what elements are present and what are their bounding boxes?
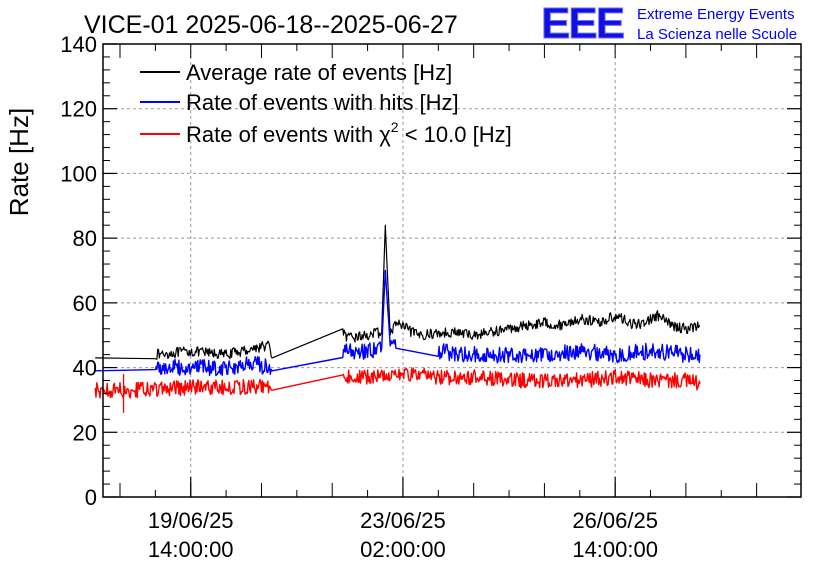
eee-logo: EEE Extreme Energy Events La Scienza nel…: [541, 0, 798, 49]
series-line-1: [95, 269, 701, 377]
y-tick-label: 80: [73, 226, 97, 251]
x-tick-label-date: 26/06/25: [572, 508, 658, 533]
series-line-0: [95, 224, 701, 360]
chart-title: VICE-01 2025-06-18--2025-06-27: [84, 11, 458, 39]
y-tick-label: 60: [73, 291, 97, 316]
y-tick-label: 100: [60, 161, 97, 186]
plot-frame: [102, 43, 802, 498]
series-lines: [94, 224, 701, 413]
eee-logo-mark: EEE: [541, 0, 624, 48]
legend-label-hits: Rate of events with hits [Hz]: [186, 90, 459, 115]
x-tick-label-time: 14:00:00: [148, 537, 234, 562]
legend-label-average: Average rate of events [Hz]: [186, 60, 452, 85]
legend: Average rate of events [Hz] Rate of even…: [140, 60, 512, 147]
eee-logo-line2: La Scienza nelle Scuole: [637, 26, 797, 43]
legend-chi2-superscript: 2: [391, 119, 399, 135]
y-tick-label: 20: [73, 420, 97, 445]
axis-labels: 0 20 40 60 80 100 120 140 19/06/25 14:00:00 23/06/…: [60, 32, 658, 562]
eee-logo-line1: Extreme Energy Events: [637, 6, 795, 23]
legend-chi2-prefix: Rate of events with: [186, 122, 379, 147]
y-tick-label: 140: [60, 32, 97, 57]
y-tick-label: 120: [60, 97, 97, 122]
x-tick-label-time: 02:00:00: [360, 537, 446, 562]
x-tick-label-date: 23/06/25: [360, 508, 446, 533]
y-tick-label: 0: [85, 485, 97, 510]
legend-chi2-suffix: < 10.0 [Hz]: [399, 122, 512, 147]
x-tick-label-date: 19/06/25: [148, 508, 234, 533]
series-line-2: [94, 367, 701, 399]
axis-ticks: [103, 43, 801, 498]
y-axis-title: Rate [Hz]: [4, 108, 34, 216]
x-tick-label-time: 14:00:00: [572, 537, 658, 562]
y-tick-label: 40: [73, 356, 97, 381]
legend-chi2-symbol: χ: [379, 122, 391, 147]
legend-label-chi2: Rate of events with χ2 < 10.0 [Hz]: [186, 119, 512, 147]
